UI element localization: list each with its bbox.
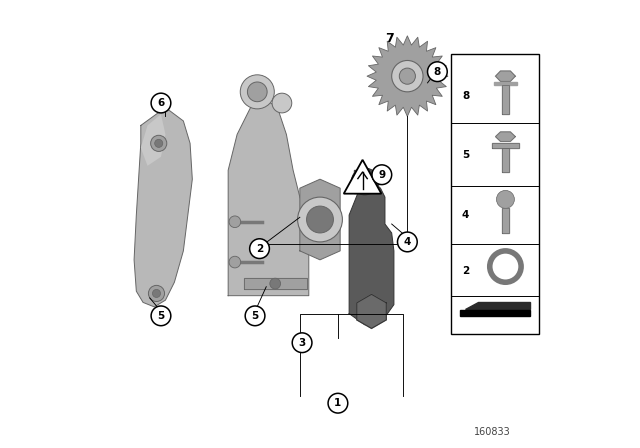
Circle shape [250, 239, 269, 258]
Circle shape [245, 306, 265, 326]
Circle shape [397, 232, 417, 252]
Text: 8: 8 [434, 67, 441, 77]
Circle shape [240, 75, 275, 109]
Text: 5: 5 [252, 311, 259, 321]
Polygon shape [228, 99, 309, 296]
Text: 3: 3 [298, 338, 306, 348]
Text: 8: 8 [462, 91, 469, 101]
Circle shape [272, 93, 292, 113]
Text: 4: 4 [404, 237, 411, 247]
Circle shape [351, 168, 378, 195]
Polygon shape [353, 170, 378, 193]
Circle shape [248, 82, 267, 102]
Polygon shape [502, 85, 509, 114]
Polygon shape [495, 71, 515, 81]
Text: 160833: 160833 [474, 427, 511, 437]
Text: 2: 2 [256, 244, 263, 254]
Circle shape [399, 68, 415, 84]
Text: 7: 7 [385, 31, 394, 45]
Circle shape [229, 256, 241, 268]
Circle shape [392, 60, 423, 92]
Text: 6: 6 [157, 98, 164, 108]
Circle shape [490, 251, 521, 282]
Polygon shape [494, 82, 516, 85]
Polygon shape [502, 148, 509, 172]
Polygon shape [141, 114, 165, 166]
Polygon shape [460, 310, 530, 316]
Circle shape [372, 165, 392, 185]
Text: 9: 9 [378, 170, 385, 180]
Bar [451, 54, 539, 334]
Circle shape [307, 206, 333, 233]
Polygon shape [465, 302, 530, 309]
Polygon shape [134, 108, 192, 307]
Polygon shape [367, 36, 448, 116]
Text: 2: 2 [462, 266, 469, 276]
Polygon shape [349, 179, 394, 325]
Circle shape [152, 289, 161, 297]
Circle shape [151, 306, 171, 326]
Polygon shape [344, 160, 381, 194]
Circle shape [328, 393, 348, 413]
Polygon shape [356, 294, 387, 328]
Text: 4: 4 [462, 210, 469, 220]
Polygon shape [492, 143, 519, 148]
Circle shape [497, 190, 515, 208]
Circle shape [292, 333, 312, 353]
Circle shape [428, 62, 447, 82]
Polygon shape [244, 278, 307, 289]
Text: 5: 5 [462, 150, 469, 159]
Circle shape [148, 285, 164, 302]
Text: 5: 5 [157, 311, 164, 321]
Polygon shape [300, 179, 340, 260]
Polygon shape [495, 132, 515, 141]
Circle shape [150, 135, 167, 151]
Polygon shape [502, 208, 509, 233]
Circle shape [229, 216, 241, 228]
Circle shape [270, 278, 280, 289]
Circle shape [151, 93, 171, 113]
Text: 1: 1 [334, 398, 342, 408]
Circle shape [298, 197, 342, 242]
Circle shape [383, 52, 432, 101]
Circle shape [155, 139, 163, 147]
